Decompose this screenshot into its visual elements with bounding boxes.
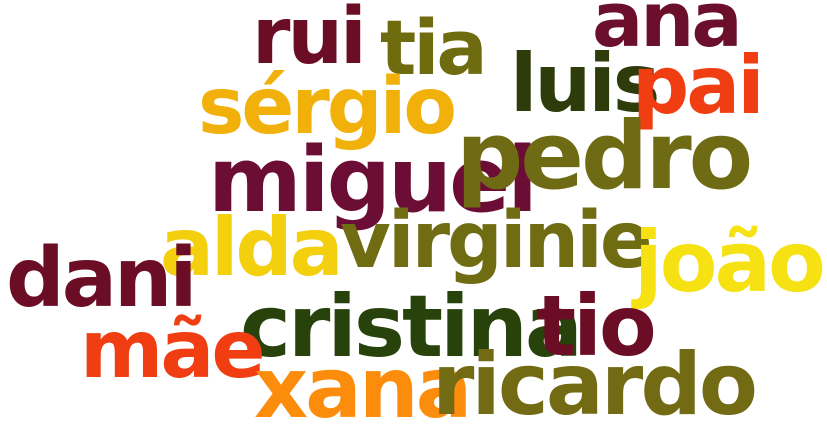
word-sergio: sérgio: [198, 62, 457, 152]
word-cristina: cristina: [240, 277, 583, 377]
word-xana: xana: [254, 339, 472, 428]
word-ricardo: ricardo: [432, 335, 758, 428]
word-pai: pai: [632, 39, 765, 132]
word-virginie: virginie: [340, 196, 653, 286]
word-dani: dani: [6, 231, 198, 326]
word-rui: rui: [252, 0, 367, 82]
word-pedro: pedro: [456, 102, 753, 211]
word-luis: luis: [510, 37, 660, 130]
word-miguel: miguel: [208, 128, 538, 233]
word-joao: joão: [634, 213, 826, 311]
word-tia: tia: [380, 3, 488, 92]
word-tio: tio: [536, 277, 657, 375]
word-mae: mãe: [80, 303, 266, 396]
word-alda: alda: [160, 201, 344, 294]
word-ana: ana: [592, 0, 743, 64]
